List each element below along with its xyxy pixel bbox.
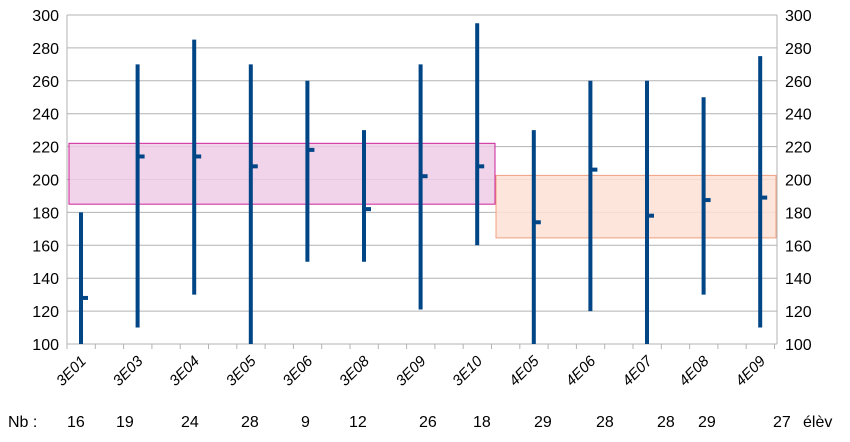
y-tick-label-left: 300 [32,8,59,25]
x-tick-label: 3E05 [223,352,260,389]
x-tick-label: 3E03 [110,352,147,389]
y-tick-label-left: 120 [32,304,59,321]
range-band [68,142,496,205]
student-count: 28 [657,414,675,431]
counts-unit: élèv [803,414,833,431]
x-tick-label: 3E06 [279,352,316,389]
x-tick-label: 3E10 [449,352,486,389]
x-tick-label: 3E04 [166,353,203,390]
x-tick-label: 3E01 [53,353,90,390]
x-tick-label: 4E05 [506,352,543,389]
student-count: 27 [773,414,791,431]
range-band [495,174,777,239]
y-tick-label-right: 200 [785,173,812,190]
y-tick-label-left: 240 [32,107,59,124]
x-tick-label: 3E09 [393,352,430,389]
student-count: 29 [534,414,552,431]
x-tick-label: 4E07 [619,352,656,389]
y-tick-label-right: 100 [785,337,812,354]
y-tick-label-right: 280 [785,41,812,58]
y-tick-label-left: 260 [32,74,59,91]
x-tick-label: 4E08 [676,352,713,389]
x-tick-label: 4E09 [732,352,769,389]
y-tick-label-right: 220 [785,140,812,157]
y-tick-label-left: 220 [32,140,59,157]
student-count: 28 [241,414,259,431]
y-tick-label-left: 180 [32,205,59,222]
student-count: 18 [473,414,491,431]
y-tick-label-right: 180 [785,205,812,222]
y-tick-label-right: 300 [785,8,812,25]
y-tick-label-right: 140 [785,271,812,288]
y-tick-label-left: 160 [32,238,59,255]
x-tick-label: 4E06 [562,352,599,389]
y-tick-label-left: 100 [32,337,59,354]
y-tick-label-right: 260 [785,74,812,91]
student-count: 9 [301,414,310,431]
student-count: 16 [67,414,85,431]
student-count: 12 [349,414,367,431]
student-count: 24 [181,414,199,431]
y-tick-label-right: 240 [785,107,812,124]
y-tick-label-left: 140 [32,271,59,288]
x-tick-label: 3E08 [336,352,373,389]
y-tick-label-right: 120 [785,304,812,321]
y-tick-label-left: 200 [32,173,59,190]
student-count: 29 [698,414,716,431]
counts-label: Nb : [8,414,38,431]
stock-chart: 100 100 120 120 140 140 160 160 180 180 200 200 220 2… [32,8,812,390]
y-tick-label-left: 280 [32,41,59,58]
y-tick-label-right: 160 [785,238,812,255]
student-count: 26 [419,414,437,431]
student-count: 28 [596,414,614,431]
student-count: 19 [116,414,134,431]
